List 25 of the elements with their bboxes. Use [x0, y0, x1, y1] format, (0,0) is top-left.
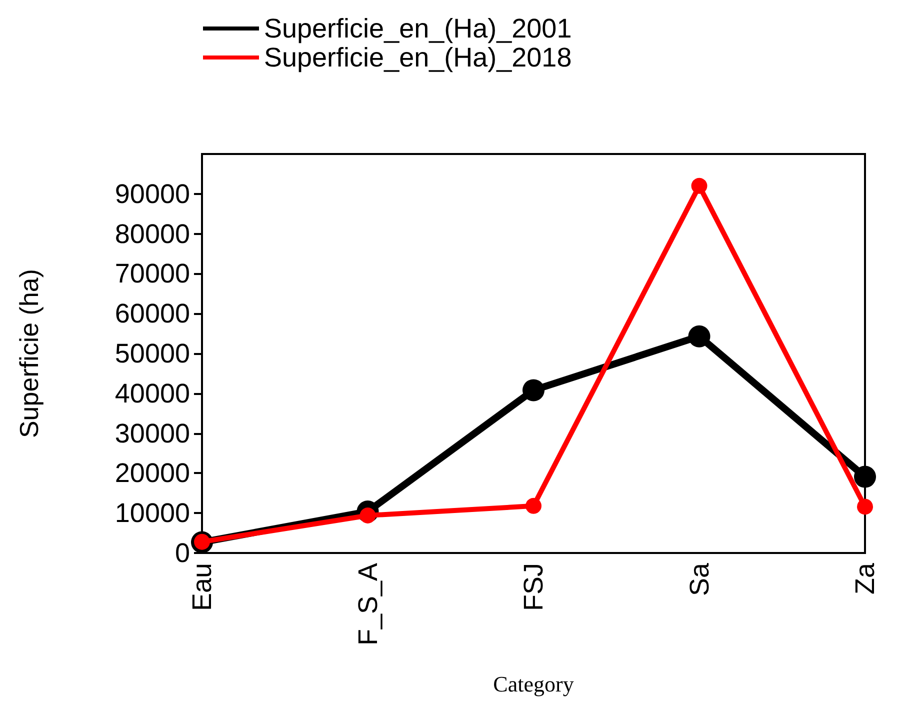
legend-label: Superficie_en_(Ha)_2018	[264, 42, 572, 72]
point	[691, 178, 708, 194]
y-tick-label: 30000	[114, 418, 190, 448]
x-tick-label: Za	[850, 562, 880, 595]
y-tick-label: 0	[174, 538, 190, 568]
point	[857, 498, 873, 515]
y-tick-label: 90000	[114, 178, 190, 209]
y-tick-label: 40000	[114, 378, 190, 408]
x-tick-label: Eau	[187, 563, 217, 612]
x-tick-label: Sa	[684, 562, 714, 596]
point	[854, 466, 876, 488]
y-tick-label: 50000	[114, 338, 190, 368]
y-tick-label: 80000	[114, 218, 190, 249]
x-axis-title: Category	[493, 672, 574, 696]
y-tick-label: 20000	[114, 458, 190, 488]
point	[688, 325, 710, 348]
y-tick-label: 10000	[114, 498, 190, 528]
point	[526, 498, 542, 514]
x-tick-label: F_S_A	[352, 563, 383, 646]
y-tick-label: 70000	[114, 258, 190, 289]
x-tick-label: FSJ	[518, 563, 548, 612]
y-axis-title: Superficie (ha)	[14, 268, 44, 438]
legend-label: Superficie_en_(Ha)_2001	[264, 14, 572, 44]
y-tick-label: 60000	[114, 298, 190, 329]
point	[522, 379, 544, 402]
